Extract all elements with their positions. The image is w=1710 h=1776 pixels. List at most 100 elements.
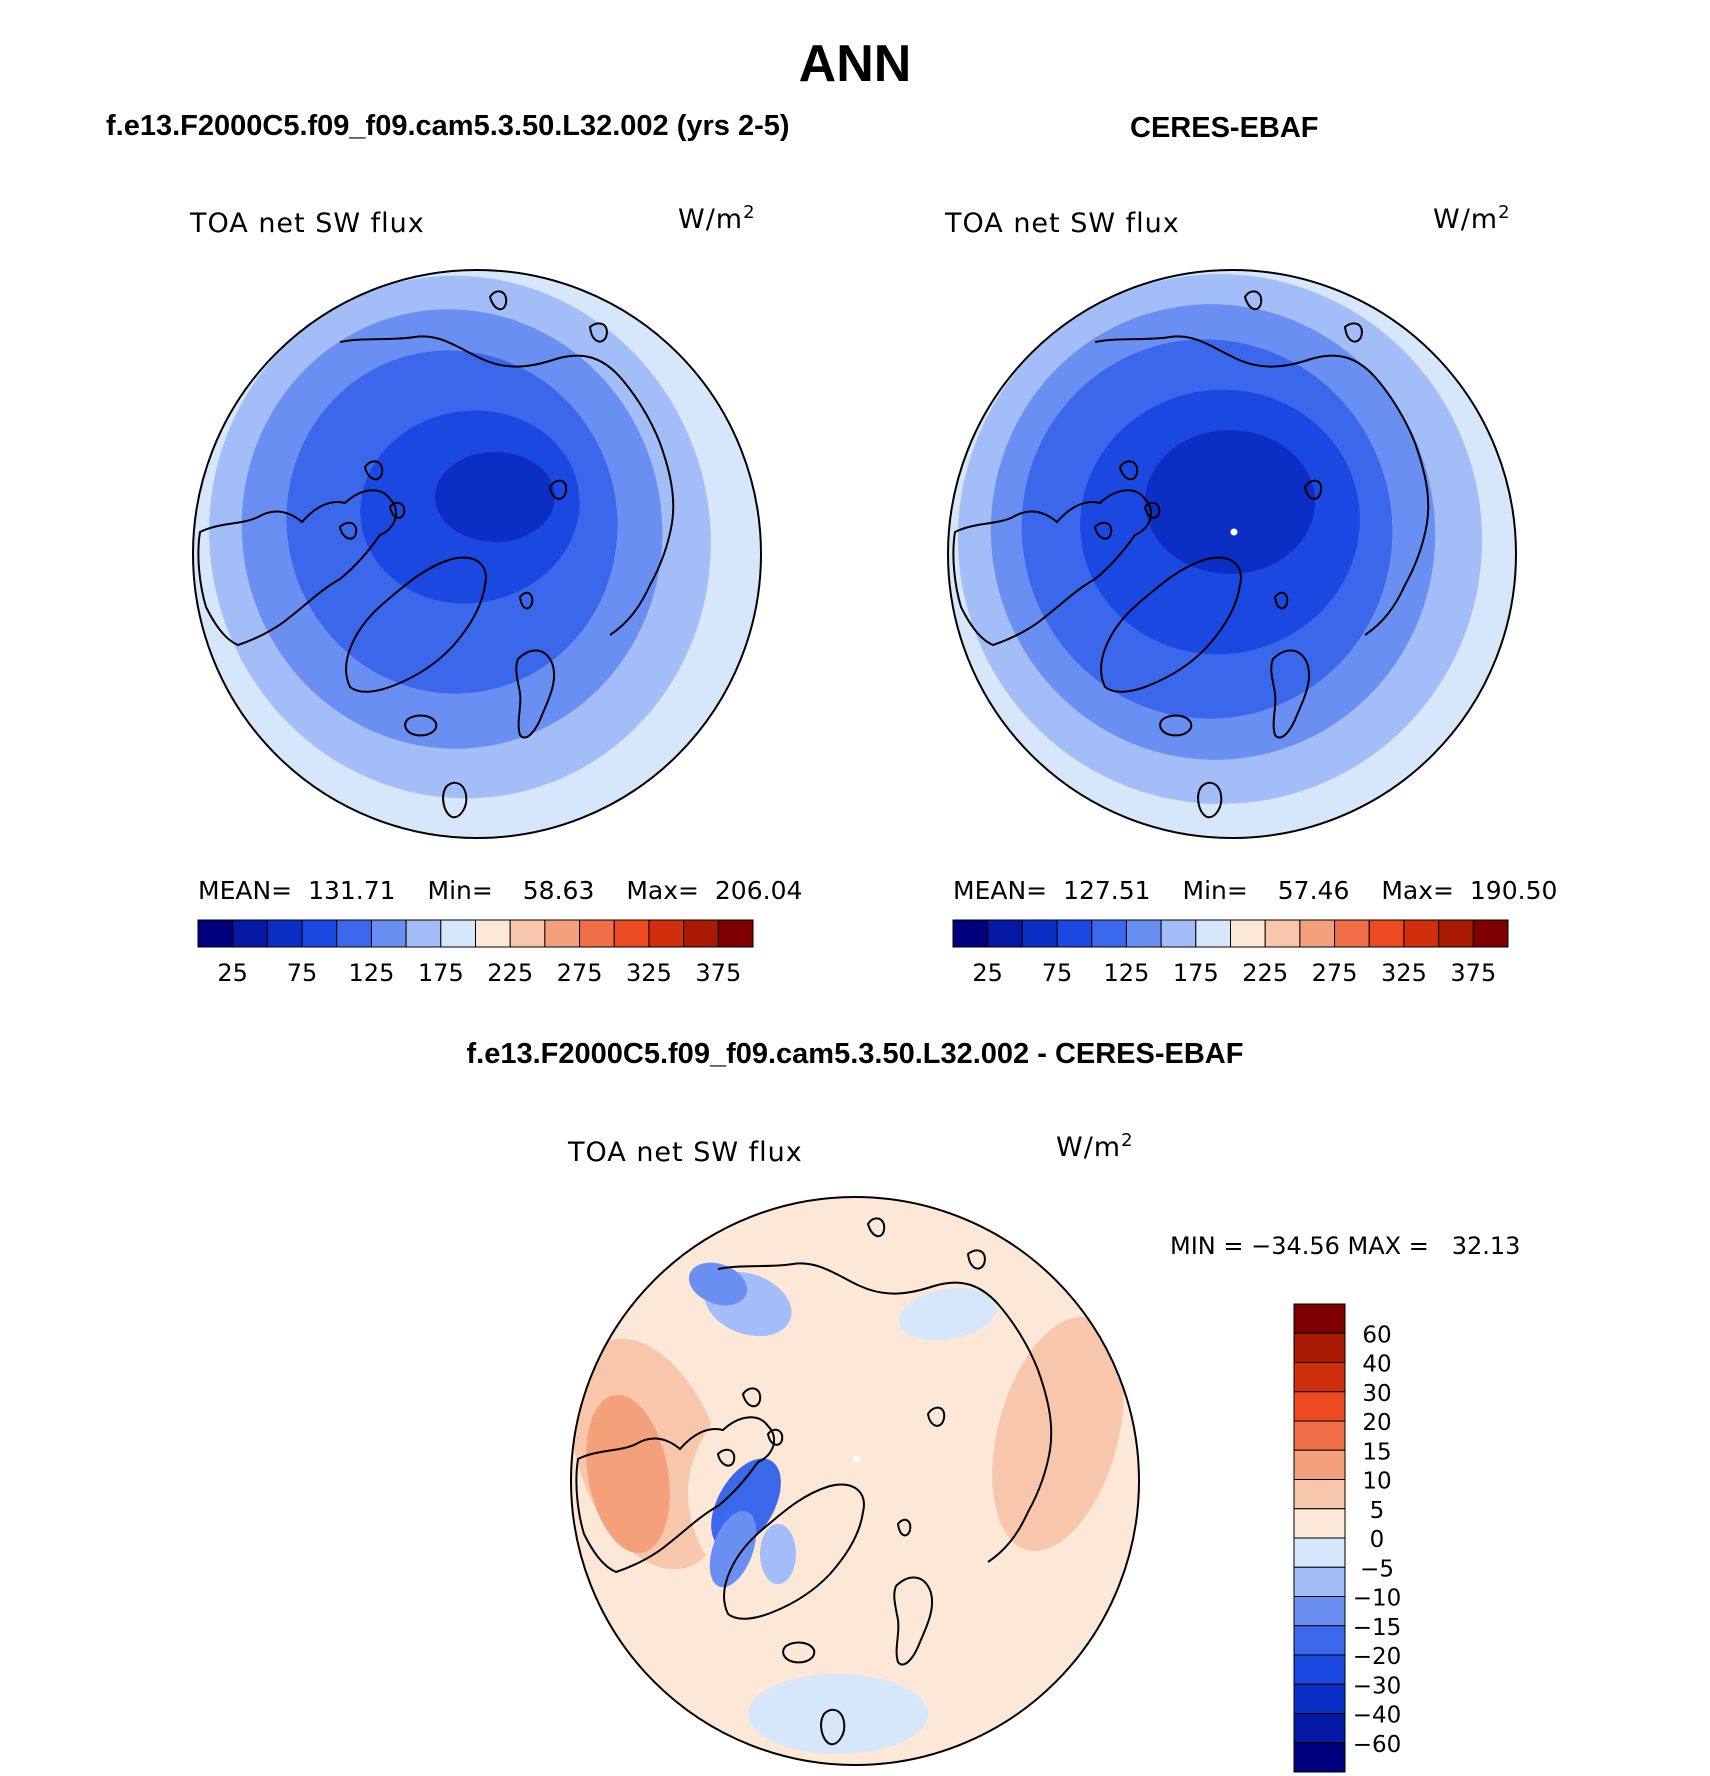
coastline <box>345 556 487 693</box>
right-panel-header: CERES-EBAF <box>1130 112 1319 144</box>
coastline <box>1273 591 1289 610</box>
right-colorbar-swatch <box>1091 919 1127 948</box>
left-colorbar-swatch <box>648 919 685 948</box>
pole-marker <box>1230 528 1238 536</box>
left-colorbar: 25 75 125 175 225 275 325 375 <box>197 919 754 987</box>
right-units-text: W/m <box>1433 204 1499 235</box>
right-colorbar-tick-label: 175 <box>1173 959 1219 987</box>
left-max-value: 206.04 <box>714 876 803 905</box>
right-colorbar-swatch <box>1230 919 1266 948</box>
left-mean-label: MEAN= <box>198 876 293 905</box>
left-colorbar-tick-label: 325 <box>626 959 672 987</box>
right-colorbar-swatch <box>1264 919 1301 948</box>
map-boundary <box>947 269 1517 839</box>
diff-colorbar-swatch <box>1293 1537 1346 1568</box>
right-colorbar-swatch <box>952 919 989 948</box>
right-units-sup: 2 <box>1498 202 1511 223</box>
diff-colorbar-tick-label: −30 <box>1353 1673 1402 1699</box>
left-colorbar-swatch <box>683 919 719 948</box>
diff-colorbar-tick-label: −60 <box>1353 1732 1402 1758</box>
diff-units-label: W/m2 <box>1056 1130 1134 1163</box>
coastline <box>197 489 398 647</box>
left-units-label: W/m2 <box>678 202 756 235</box>
coastline <box>1243 290 1263 311</box>
right-colorbar-tick-label: 375 <box>1450 959 1496 987</box>
coastline <box>1270 649 1311 739</box>
diff-colorbar-swatch <box>1293 1332 1346 1363</box>
left-panel-header: f.e13.F2000C5.f09_f09.cam5.3.50.L32.002 … <box>106 110 790 142</box>
contour-band <box>709 1510 757 1588</box>
map-boundary <box>192 269 762 839</box>
diff-colorbar-tick-label: −40 <box>1353 1703 1402 1729</box>
coastline <box>404 714 438 737</box>
left-colorbar-swatch <box>475 919 511 948</box>
coastline <box>588 322 608 343</box>
left-colorbar-swatch <box>717 919 754 948</box>
right-colorbar-swatch <box>1195 919 1231 948</box>
right-colorbar-tick-label: 125 <box>1104 959 1150 987</box>
diff-colorbar-swatch <box>1293 1654 1346 1685</box>
left-colorbar-tick-label: 375 <box>695 959 741 987</box>
diff-colorbar-tick-label: 60 <box>1362 1322 1391 1348</box>
diff-colorbar-swatch <box>1293 1479 1346 1510</box>
right-colorbar-swatch <box>1160 919 1197 948</box>
diff-colorbar-tick-label: 0 <box>1370 1527 1385 1553</box>
left-colorbar-swatch <box>579 919 615 948</box>
right-min-label: Min= <box>1182 876 1248 905</box>
contour-band <box>760 1524 796 1584</box>
left-min-label: Min= <box>427 876 493 905</box>
left-polar-map <box>192 269 762 839</box>
left-colorbar-tick-label: 25 <box>217 959 248 987</box>
diff-colorbar-tick-label: 30 <box>1362 1381 1391 1407</box>
left-colorbar-swatch <box>613 919 650 948</box>
coastline <box>442 781 468 819</box>
coastline <box>966 1249 986 1270</box>
right-colorbar-tick-label: 275 <box>1312 959 1358 987</box>
coastline <box>866 1217 886 1238</box>
left-colorbar-swatch <box>232 919 268 948</box>
coastline <box>782 1641 816 1664</box>
coastline <box>1118 460 1139 481</box>
left-variable-label: TOA net SW flux <box>190 208 425 239</box>
diff-colorbar-tick-label: −10 <box>1353 1586 1402 1612</box>
left-colorbar-swatch <box>197 919 234 948</box>
coastline <box>716 1448 736 1467</box>
left-colorbar-swatch <box>440 919 476 948</box>
right-mean-label: MEAN= <box>953 876 1048 905</box>
left-colorbar-swatch <box>405 919 442 948</box>
right-colorbar-swatch <box>1472 919 1509 948</box>
diff-colorbar-swatch <box>1293 1391 1346 1422</box>
coastline <box>548 479 568 500</box>
right-colorbar-swatch <box>1368 919 1405 948</box>
left-colorbar-tick-label: 275 <box>557 959 603 987</box>
contour-band <box>992 1317 1124 1551</box>
pole-marker <box>853 1455 861 1463</box>
coastline <box>952 489 1153 647</box>
left-colorbar-tick-label: 75 <box>287 959 318 987</box>
contour-band <box>586 1394 670 1554</box>
contour-band <box>688 1262 748 1306</box>
coastline <box>1094 335 1430 636</box>
diff-colorbar-tick-label: 20 <box>1362 1410 1391 1436</box>
left-colorbar-tick-label: 225 <box>487 959 533 987</box>
left-colorbar-swatch <box>509 919 546 948</box>
left-units-text: W/m <box>678 204 744 235</box>
diff-colorbar-tick-label: −15 <box>1353 1615 1402 1641</box>
coastline <box>1197 781 1223 819</box>
coastline <box>723 1483 865 1620</box>
contour-band <box>748 1674 928 1754</box>
diff-colorbar-swatch <box>1293 1420 1346 1451</box>
coastline <box>1143 501 1161 519</box>
right-colorbar-tick-label: 225 <box>1242 959 1288 987</box>
page-title: ANN <box>798 35 912 93</box>
right-colorbar-tick-label: 75 <box>1042 959 1073 987</box>
right-colorbar-tick-label: 25 <box>972 959 1003 987</box>
coastline <box>741 1387 762 1408</box>
right-colorbar-swatch <box>1334 919 1370 948</box>
diff-colorbar-tick-label: −20 <box>1353 1644 1402 1670</box>
left-max-label: Max= <box>626 876 699 905</box>
coastline <box>363 460 384 481</box>
right-colorbar-swatch <box>1125 919 1162 948</box>
diff-colorbar-swatch <box>1293 1742 1346 1773</box>
coastline <box>339 335 675 636</box>
